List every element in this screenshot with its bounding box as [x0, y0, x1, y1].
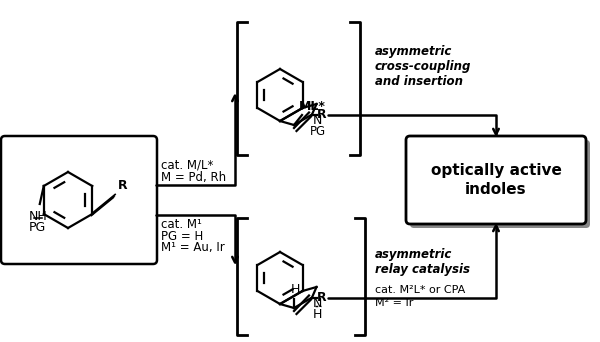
Text: PG: PG: [29, 221, 46, 234]
Text: cat. M/L*: cat. M/L*: [161, 158, 214, 171]
Text: indoles: indoles: [465, 183, 527, 197]
Text: NH: NH: [28, 210, 47, 223]
Text: M¹ = Au, Ir: M¹ = Au, Ir: [161, 241, 225, 254]
Text: M² = Ir: M² = Ir: [375, 298, 413, 308]
Text: cat. M¹: cat. M¹: [161, 219, 202, 232]
Text: asymmetric
relay catalysis: asymmetric relay catalysis: [375, 248, 470, 276]
Text: R: R: [317, 291, 326, 304]
Text: PG: PG: [310, 125, 326, 138]
Text: N: N: [313, 297, 322, 310]
Text: H: H: [313, 308, 322, 321]
Text: cat. M²L* or CPA: cat. M²L* or CPA: [375, 285, 465, 295]
FancyBboxPatch shape: [410, 140, 590, 228]
Text: R: R: [317, 108, 326, 121]
Text: M = Pd, Rh: M = Pd, Rh: [161, 171, 226, 184]
Text: PG = H: PG = H: [161, 231, 203, 244]
Text: H: H: [290, 283, 299, 296]
Text: asymmetric
cross-coupling
and insertion: asymmetric cross-coupling and insertion: [375, 45, 472, 88]
Text: R: R: [118, 179, 128, 192]
Text: N: N: [313, 114, 322, 127]
FancyBboxPatch shape: [1, 136, 157, 264]
Text: ML*: ML*: [299, 100, 326, 113]
FancyBboxPatch shape: [406, 136, 586, 224]
Text: optically active: optically active: [431, 162, 562, 177]
